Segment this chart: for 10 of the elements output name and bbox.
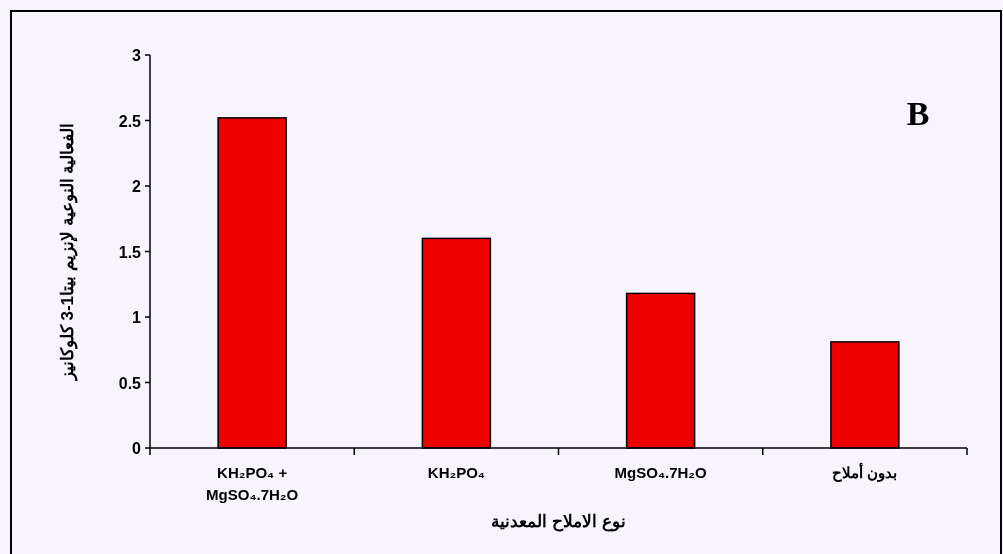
y-tick-label: 1 bbox=[132, 309, 142, 326]
x-axis-title: نوع الاملاح المعدنية bbox=[491, 512, 626, 532]
y-tick-label: 0 bbox=[132, 440, 142, 457]
y-tick-label: 2.5 bbox=[118, 112, 142, 130]
y-tick-label: 1.5 bbox=[118, 243, 142, 261]
y-tick-label: 0.5 bbox=[118, 374, 142, 392]
annotation: B bbox=[906, 95, 930, 132]
y-axis-title: الفعالية النوعية لإنزيم بيتا1-3 كلوكانيز bbox=[58, 122, 78, 383]
y-tick-label: 2 bbox=[132, 178, 142, 195]
y-tick-label: 3 bbox=[132, 47, 142, 64]
